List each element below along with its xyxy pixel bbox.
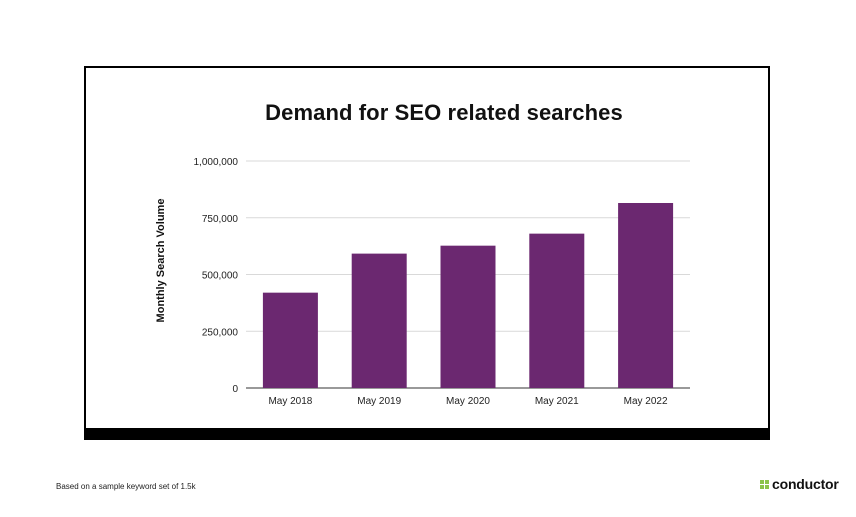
y-tick-label: 0	[232, 384, 238, 395]
y-axis-title: Monthly Search Volume	[155, 199, 167, 323]
bar-may-2020	[440, 245, 496, 388]
brand-logo: conductor	[760, 476, 839, 492]
x-tick-label: May 2022	[624, 396, 668, 407]
y-tick-label: 1,000,000	[194, 157, 239, 168]
bar-may-2018	[262, 292, 318, 388]
brand-name: conductor	[772, 476, 839, 492]
y-tick-label: 250,000	[202, 327, 239, 338]
bar-may-2022	[618, 202, 674, 388]
y-tick-label: 500,000	[202, 271, 239, 282]
x-tick-label: May 2021	[535, 396, 579, 407]
chart-title: Demand for SEO related searches	[265, 100, 623, 125]
frame-bottom-bar	[84, 428, 770, 440]
bar-may-2019	[351, 253, 407, 388]
x-tick-label: May 2019	[357, 396, 401, 407]
x-tick-label: May 2018	[268, 396, 312, 407]
footnote: Based on a sample keyword set of 1.5k	[56, 482, 196, 491]
y-tick-label: 750,000	[202, 214, 239, 225]
x-tick-label: May 2020	[446, 396, 490, 407]
conductor-logo-icon	[760, 479, 769, 489]
bar-may-2021	[529, 233, 585, 388]
